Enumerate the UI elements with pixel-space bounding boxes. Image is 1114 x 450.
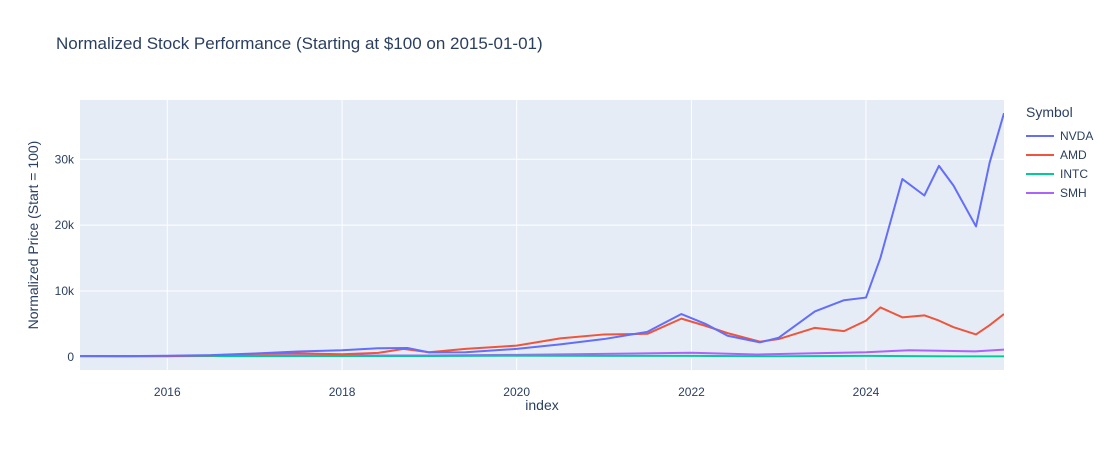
legend-label: AMD (1060, 147, 1087, 162)
legend-swatch (1026, 172, 1054, 175)
series-line-nvda[interactable] (80, 112, 1004, 358)
legend-items: NVDA AMD INTC SMH (1026, 126, 1093, 202)
y-tick-label: 20k (55, 218, 75, 232)
legend-label: SMH (1060, 185, 1087, 200)
y-axis-title: Normalized Price (Start = 100) (25, 141, 41, 330)
legend-swatch (1026, 134, 1054, 137)
series-line-amd[interactable] (80, 306, 1004, 358)
x-tick-label: 2016 (154, 385, 181, 399)
y-tick-label: 30k (55, 152, 75, 166)
chart-title: Normalized Stock Performance (Starting a… (56, 34, 543, 53)
legend-item-amd[interactable]: AMD (1026, 145, 1093, 164)
legend-swatch (1026, 153, 1054, 156)
x-axis-title: index (525, 397, 558, 413)
x-tick-label: 2022 (678, 385, 705, 399)
x-tick-label: 2024 (853, 385, 880, 399)
legend-label: NVDA (1060, 128, 1094, 143)
plot-background (80, 100, 1004, 370)
legend-swatch (1026, 191, 1054, 194)
x-tick-label: 2020 (503, 385, 530, 399)
legend-item-nvda[interactable]: NVDA (1026, 126, 1093, 145)
legend-title: Symbol (1026, 104, 1073, 120)
series-line-intc[interactable] (80, 354, 1004, 358)
y-tick-label: 10k (55, 284, 75, 298)
legend-item-intc[interactable]: INTC (1026, 164, 1093, 183)
legend-label: INTC (1060, 166, 1088, 181)
x-tick-label: 2018 (329, 385, 356, 399)
y-tick-label: 0 (67, 350, 74, 364)
legend-item-smh[interactable]: SMH (1026, 183, 1093, 202)
legend: Symbol NVDA AMD INTC SMH (1026, 104, 1093, 202)
